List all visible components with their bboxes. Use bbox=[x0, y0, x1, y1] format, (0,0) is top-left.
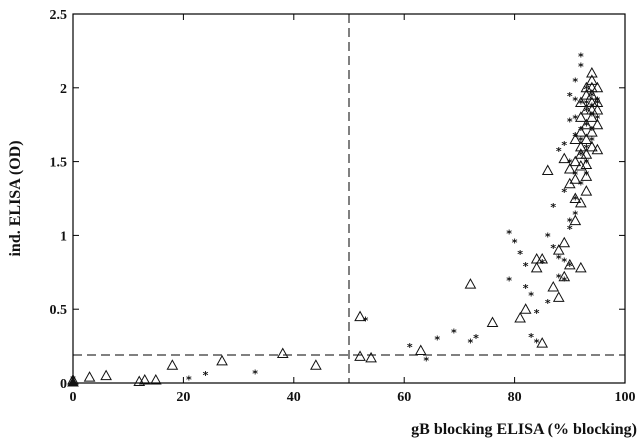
y-axis-ticks: 0 0.5 1 1.5 2 2.5 bbox=[50, 8, 626, 392]
triangle-point bbox=[217, 356, 227, 365]
triangle-point bbox=[576, 263, 586, 272]
y-tick-label: 0 bbox=[60, 377, 67, 392]
y-tick-label: 2.5 bbox=[50, 8, 68, 23]
triangle-point bbox=[543, 165, 553, 174]
x-tick-label: 100 bbox=[615, 390, 636, 405]
x-tick-label: 20 bbox=[176, 390, 190, 405]
data-points: * * ******* *******************************… bbox=[68, 50, 602, 386]
x-tick-label: 0 bbox=[70, 390, 77, 405]
y-tick-label: 1 bbox=[60, 229, 67, 244]
star-point: * bbox=[567, 223, 573, 236]
star-point: * bbox=[506, 275, 512, 288]
triangle-point bbox=[101, 371, 111, 380]
star-point: * bbox=[595, 95, 601, 108]
star-point: * bbox=[572, 194, 578, 207]
triangle-point bbox=[278, 348, 288, 357]
star-point: * bbox=[451, 326, 457, 339]
star-point: * bbox=[539, 257, 545, 270]
triangle-point bbox=[311, 360, 321, 369]
star-point: * bbox=[534, 307, 540, 320]
triangle-point bbox=[515, 313, 525, 322]
star-point: * bbox=[545, 297, 551, 310]
star-point: * bbox=[407, 341, 413, 354]
triangle-point bbox=[559, 238, 569, 247]
star-point: * bbox=[186, 374, 192, 387]
triangle-point bbox=[416, 346, 426, 355]
star-point: * bbox=[583, 168, 589, 181]
star-point: * bbox=[589, 134, 595, 147]
triangle-point bbox=[554, 292, 564, 301]
triangle-point bbox=[167, 360, 177, 369]
cutoff-lines bbox=[73, 14, 625, 383]
star-point: * bbox=[523, 260, 529, 273]
triangle-point bbox=[85, 372, 95, 381]
star-point: * bbox=[561, 139, 567, 152]
star-point: * bbox=[423, 354, 429, 367]
triangle-point bbox=[465, 279, 475, 288]
y-axis-title: ind. ELISA (OD) bbox=[7, 140, 24, 256]
triangle-point bbox=[521, 304, 531, 313]
star-point: * bbox=[595, 112, 601, 125]
triangle-point bbox=[488, 317, 498, 326]
x-tick-label: 80 bbox=[508, 390, 522, 405]
star-point: * bbox=[567, 260, 573, 273]
star-point: * bbox=[550, 201, 556, 214]
star-point: * bbox=[363, 315, 369, 328]
star-point: * bbox=[203, 369, 209, 382]
star-point: * bbox=[473, 332, 479, 345]
x-tick-label: 60 bbox=[397, 390, 411, 405]
x-tick-label: 40 bbox=[287, 390, 301, 405]
star-point: * bbox=[578, 61, 584, 74]
star-point: * bbox=[572, 208, 578, 221]
star-point: * bbox=[252, 368, 258, 381]
star-point: * bbox=[534, 337, 540, 350]
y-tick-label: 1.5 bbox=[50, 156, 68, 171]
y-tick-label: 0.5 bbox=[50, 303, 68, 318]
x-axis-title: gB blocking ELISA (% blocking) bbox=[411, 421, 637, 438]
triangle-point bbox=[366, 353, 376, 362]
star-point: * bbox=[561, 275, 567, 288]
triangle-point bbox=[355, 351, 365, 360]
y-tick-label: 2 bbox=[60, 82, 67, 97]
star-point: * bbox=[528, 289, 534, 302]
star-point: * bbox=[561, 186, 567, 199]
star-point: * bbox=[434, 334, 440, 347]
star-point: * bbox=[572, 75, 578, 88]
